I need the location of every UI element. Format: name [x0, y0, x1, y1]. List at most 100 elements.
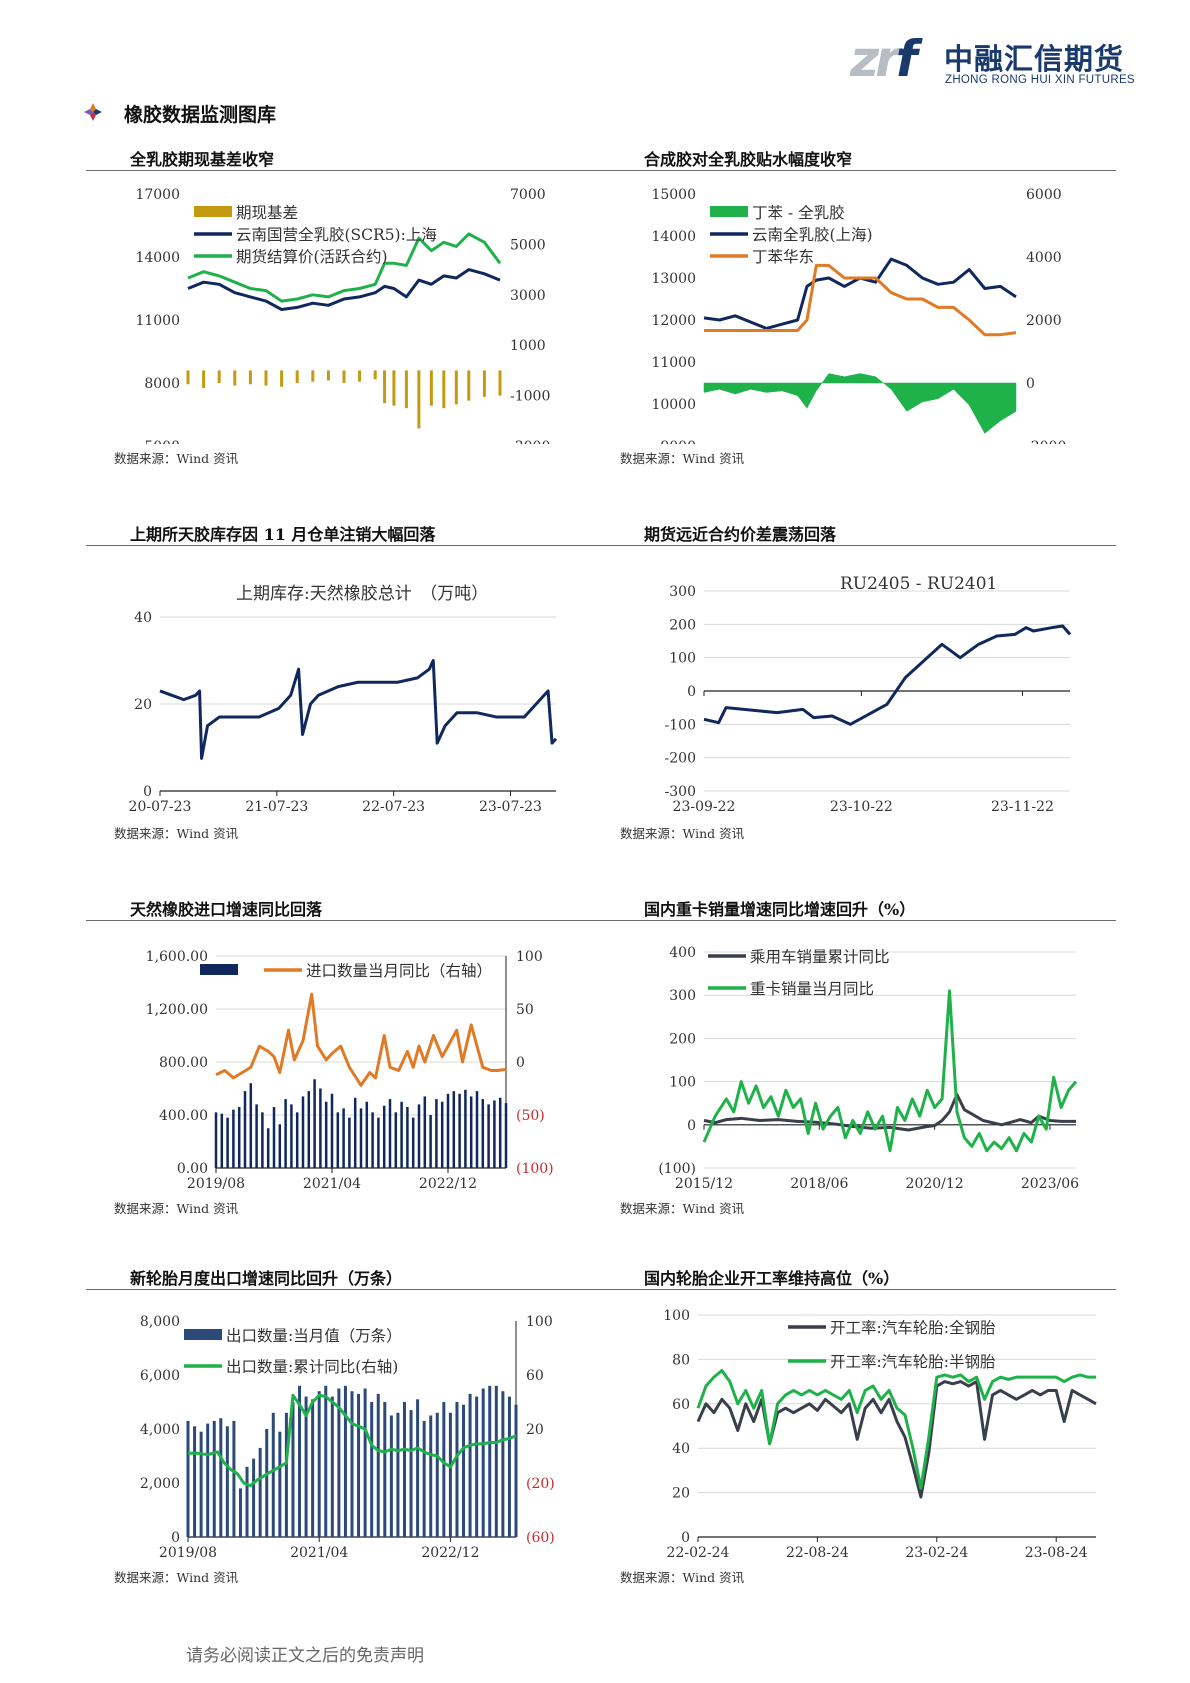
- bar: [396, 1412, 400, 1537]
- bar: [429, 1415, 433, 1537]
- line-series: [702, 989, 1078, 1153]
- y-left-tick-label: 0: [687, 684, 696, 700]
- y-right-tick-label: 5000: [510, 237, 546, 253]
- logo-mark: zrf: [850, 30, 917, 88]
- y-left-tick-label: (100): [658, 1161, 696, 1177]
- line-series: [215, 992, 507, 1087]
- y-left-tick-label: 800.00: [159, 1055, 208, 1071]
- bar: [326, 370, 330, 381]
- bar: [458, 1093, 461, 1168]
- y-left-tick-label: 10000: [651, 397, 696, 413]
- bar: [348, 1117, 351, 1168]
- bar: [358, 370, 362, 382]
- y-left-tick-label: 0: [681, 1530, 690, 1546]
- bar: [342, 370, 346, 383]
- y-right-tick-label: 100: [516, 949, 543, 965]
- bar: [313, 1079, 316, 1168]
- x-tick-label: 23-02-24: [905, 1545, 968, 1561]
- y-left-tick-label: 100: [669, 651, 696, 667]
- bar: [455, 1402, 459, 1537]
- bar: [357, 1393, 361, 1537]
- chart-title: 国内轮胎企业开工率维持高位（%）: [644, 1269, 900, 1288]
- bar: [301, 1096, 305, 1168]
- chart-svg: 0 20 40 20-07-23 21-07-23 22-07-23 23-07-23 上期库…: [129, 584, 558, 815]
- legend-swatch: [184, 1329, 222, 1340]
- x-tick-label: 22-07-23: [362, 799, 425, 815]
- bar: [304, 1396, 308, 1537]
- bar: [422, 1420, 426, 1537]
- bar: [232, 1109, 235, 1168]
- y-left-tick-label: 4,000: [140, 1422, 180, 1438]
- y-left-tick-label: 17000: [135, 187, 180, 203]
- chart-panel-c6: 国内重卡销量增速同比增速回升（%） (100) 0 100 200 300 400 2015/…: [600, 896, 1116, 1266]
- bar: [324, 1385, 328, 1537]
- bar: [481, 1099, 485, 1168]
- bar: [475, 1396, 479, 1537]
- bar: [295, 1112, 299, 1168]
- y-left-tick-label: 0: [143, 784, 152, 800]
- bar: [404, 370, 408, 409]
- y-left-tick-label: 80: [672, 1352, 690, 1368]
- bar: [429, 370, 433, 406]
- bar: [206, 1423, 210, 1537]
- y-left-tick-label: 40: [134, 610, 152, 626]
- bar: [284, 1412, 288, 1537]
- chart-title: 全乳胶期现基差收窄: [130, 150, 275, 169]
- y-left-tick-label: 200: [669, 1031, 696, 1047]
- y-left-tick-label: 1,200.00: [146, 1002, 208, 1018]
- y-right-tick-label: 6000: [1026, 187, 1062, 203]
- y-left-tick-label: 60: [672, 1397, 690, 1413]
- bar: [493, 1100, 496, 1168]
- bar: [494, 1385, 498, 1537]
- legend-label: 开工率:汽车轮胎:全钢胎: [830, 1319, 995, 1337]
- y-left-tick-label: 1,600.00: [146, 949, 208, 965]
- bar: [249, 1083, 253, 1168]
- x-tick-label: 2021/04: [303, 1176, 361, 1192]
- bar: [330, 1093, 334, 1168]
- bar: [319, 1088, 322, 1168]
- bar: [488, 1385, 492, 1537]
- data-source: 数据来源：Wind 资讯: [114, 451, 239, 466]
- bar: [225, 1426, 229, 1537]
- y-right-tick-label: 50: [516, 1002, 534, 1018]
- x-tick-label: 2019/08: [187, 1176, 245, 1192]
- x-tick-label: 23-07-23: [479, 799, 542, 815]
- x-tick-label: 23-08-24: [1025, 1545, 1088, 1561]
- x-tick-label: 2022/12: [419, 1176, 477, 1192]
- chart-panel-c5: 天然橡胶进口增速同比回落 0.00 400.00 800.00 1,200.00 1,60…: [86, 896, 602, 1266]
- bar: [462, 1404, 466, 1537]
- y-left-tick-label: -200: [665, 751, 696, 767]
- bar: [504, 1103, 508, 1168]
- x-tick-label: 21-07-23: [245, 799, 308, 815]
- legend-label: 丁苯华东: [752, 248, 814, 266]
- bar: [237, 1107, 241, 1168]
- line-series: [187, 268, 501, 311]
- legend-swatch: [194, 206, 232, 217]
- chart-inner-title: RU2405 - RU2401: [840, 574, 997, 594]
- y-right-tick-label: (50): [516, 1108, 545, 1124]
- bar: [212, 1420, 216, 1537]
- bar: [337, 1388, 341, 1537]
- title-divider: [86, 1289, 602, 1290]
- chart-panel-c1: 全乳胶期现基差收窄 5000 8000 11000 14000 17000 -3000 -10…: [86, 146, 602, 516]
- legend-label: 期现基差: [236, 204, 298, 222]
- x-tick-label: 2015/12: [675, 1176, 733, 1192]
- title-divider: [86, 920, 602, 921]
- bar: [370, 1402, 374, 1537]
- line-series: [704, 263, 1017, 337]
- bar: [291, 1402, 295, 1537]
- bar: [448, 1412, 452, 1537]
- legend-label: 重卡销量当月同比: [750, 980, 874, 998]
- y-left-tick-label: 300: [669, 584, 696, 600]
- y-left-tick-label: 400: [669, 945, 696, 961]
- y-left-tick-label: 9000: [660, 439, 696, 444]
- bar: [193, 1426, 197, 1537]
- y-left-tick-label: 40: [672, 1441, 690, 1457]
- bar: [417, 370, 421, 429]
- y-right-tick-label: 60: [526, 1368, 544, 1384]
- y-left-tick-label: 14000: [135, 250, 180, 266]
- bar: [406, 1107, 409, 1168]
- bar: [245, 1466, 249, 1537]
- y-right-tick-label: -2000: [1026, 439, 1066, 444]
- x-tick-label: 2018/06: [790, 1176, 848, 1192]
